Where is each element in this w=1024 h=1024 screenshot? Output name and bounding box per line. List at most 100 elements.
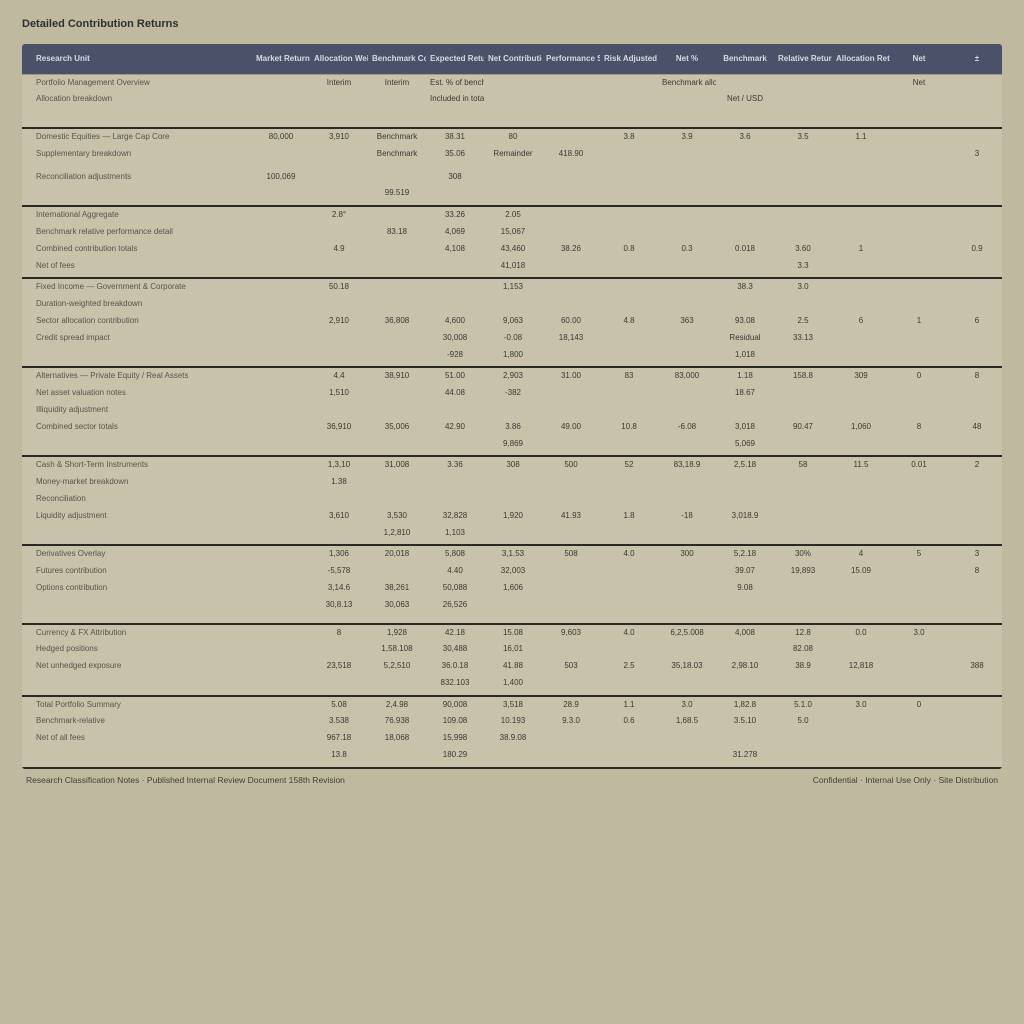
cell — [716, 402, 774, 419]
cell: -0.08 — [484, 330, 542, 347]
cell — [948, 730, 1002, 747]
table-row: Combined contribution totals4.94,10843,4… — [22, 241, 1002, 258]
cell: 18.67 — [716, 385, 774, 402]
cell — [948, 185, 1002, 206]
cell — [716, 730, 774, 747]
col-header: Allocation Return — [832, 44, 890, 74]
cell — [890, 108, 948, 128]
col-header: Net — [890, 44, 948, 74]
cell — [948, 713, 1002, 730]
cell: 38.26 — [542, 241, 600, 258]
cell: 49.00 — [542, 419, 600, 436]
cell — [600, 185, 658, 206]
col-header: Expected Return — [426, 44, 484, 74]
cell — [600, 402, 658, 419]
cell — [658, 278, 716, 296]
table-row: 1,2,8101,103 — [22, 525, 1002, 546]
row-label: Net of all fees — [22, 730, 252, 747]
table-row: Hedged positions1,58.10830,48816,0182.08 — [22, 641, 1002, 658]
cell: 1,153 — [484, 278, 542, 296]
cell — [658, 675, 716, 696]
cell — [774, 169, 832, 186]
table-row: Credit spread impact30,008-0.0818,143Res… — [22, 330, 1002, 347]
cell: 1.1 — [832, 128, 890, 146]
cell — [832, 108, 890, 128]
cell — [600, 91, 658, 108]
col-header: Research Unit — [22, 44, 252, 74]
cell: 35,006 — [368, 419, 426, 436]
cell — [252, 419, 310, 436]
cell — [658, 641, 716, 658]
table-row: Reconciliation — [22, 491, 1002, 508]
cell — [658, 347, 716, 368]
cell: 31.00 — [542, 367, 600, 385]
cell — [774, 580, 832, 597]
cell: 1.38 — [310, 474, 368, 491]
cell — [948, 525, 1002, 546]
cell: 1.18 — [716, 367, 774, 385]
cell — [832, 146, 890, 163]
cell — [542, 641, 600, 658]
cell — [774, 347, 832, 368]
cell: 4,600 — [426, 313, 484, 330]
cell: 1,3,10 — [310, 456, 368, 474]
cell: 43,460 — [484, 241, 542, 258]
col-header: Benchmark — [716, 44, 774, 74]
cell — [368, 91, 426, 108]
cell — [368, 491, 426, 508]
col-header: Net % — [658, 44, 716, 74]
cell — [252, 563, 310, 580]
col-header: Risk Adjusted — [600, 44, 658, 74]
cell — [890, 258, 948, 279]
cell: Included in totals — [426, 91, 484, 108]
cell: 2.5 — [600, 658, 658, 675]
cell: 1,800 — [484, 347, 542, 368]
cell — [832, 91, 890, 108]
cell: -5,578 — [310, 563, 368, 580]
cell: Interim — [368, 74, 426, 91]
cell — [600, 206, 658, 224]
cell: 38,910 — [368, 367, 426, 385]
cell: 4.0 — [600, 624, 658, 642]
cell — [774, 614, 832, 624]
cell: 30,488 — [426, 641, 484, 658]
cell — [832, 74, 890, 91]
cell — [484, 169, 542, 186]
cell — [542, 108, 600, 128]
cell — [600, 169, 658, 186]
cell: 38.31 — [426, 128, 484, 146]
cell: 83,18.9 — [658, 456, 716, 474]
cell — [426, 491, 484, 508]
cell — [542, 169, 600, 186]
cell — [716, 169, 774, 186]
table-row: -9281,8001,018 — [22, 347, 1002, 368]
cell — [832, 525, 890, 546]
cell: 30,063 — [368, 597, 426, 614]
cell — [252, 367, 310, 385]
cell — [890, 185, 948, 206]
row-label: Alternatives — Private Equity / Real Ass… — [22, 367, 252, 385]
row-label: Reconciliation adjustments — [22, 169, 252, 186]
cell — [890, 206, 948, 224]
cell: -18 — [658, 508, 716, 525]
col-header: Performance Spread — [542, 44, 600, 74]
cell — [658, 224, 716, 241]
cell — [832, 296, 890, 313]
table-row: 8 — [22, 108, 1002, 128]
cell — [542, 296, 600, 313]
cell — [542, 675, 600, 696]
cell: 1,018 — [716, 347, 774, 368]
cell — [368, 108, 426, 128]
cell: 80,000 — [252, 128, 310, 146]
cell — [658, 185, 716, 206]
table-row: Duration-weighted breakdown — [22, 296, 1002, 313]
cell — [368, 169, 426, 186]
cell: 3,14.6 — [310, 580, 368, 597]
cell: 2,98.10 — [716, 658, 774, 675]
cell — [252, 730, 310, 747]
cell — [600, 436, 658, 457]
cell: 10.8 — [600, 419, 658, 436]
cell — [774, 224, 832, 241]
row-label: Money-market breakdown — [22, 474, 252, 491]
cell — [600, 146, 658, 163]
